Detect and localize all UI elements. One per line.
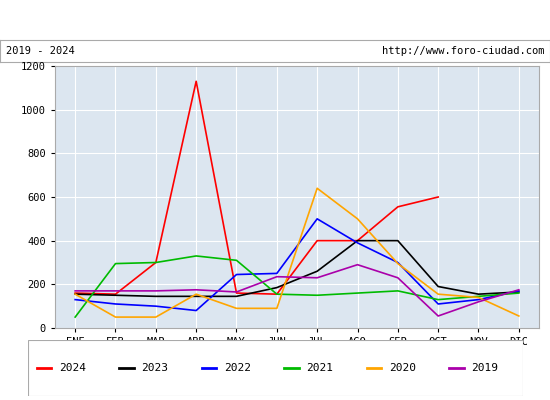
FancyBboxPatch shape	[28, 340, 522, 396]
Text: 2021: 2021	[306, 363, 333, 373]
Text: 2024: 2024	[59, 363, 86, 373]
Text: 2019: 2019	[471, 363, 498, 373]
Text: 2022: 2022	[224, 363, 251, 373]
Text: 2020: 2020	[389, 363, 416, 373]
Text: 2023: 2023	[141, 363, 168, 373]
Text: 2019 - 2024: 2019 - 2024	[6, 46, 74, 56]
Text: Evolucion Nº Turistas Nacionales en el municipio de Boadilla de Rioseco: Evolucion Nº Turistas Nacionales en el m…	[9, 14, 541, 28]
Text: http://www.foro-ciudad.com: http://www.foro-ciudad.com	[382, 46, 544, 56]
